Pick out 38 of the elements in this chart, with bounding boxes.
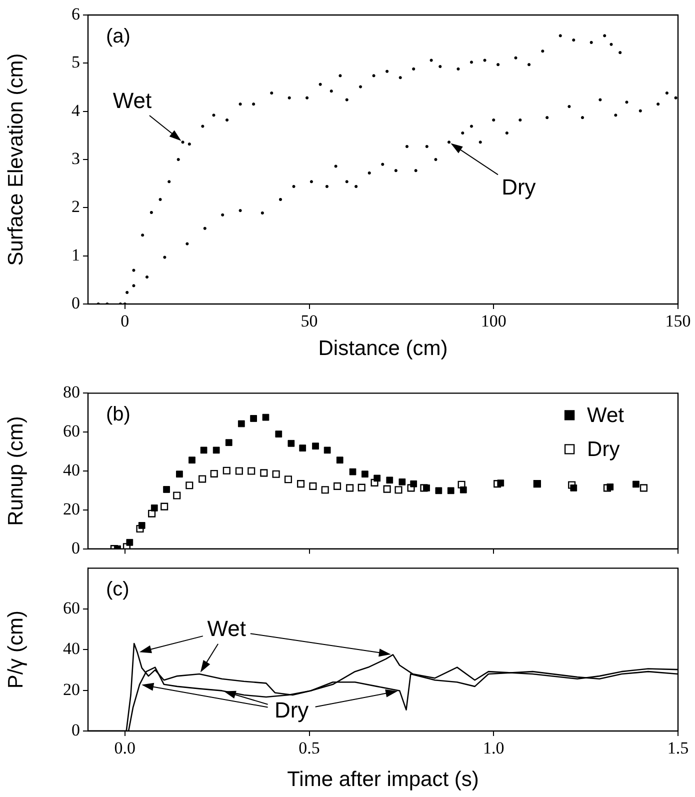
- annotation: (a): [106, 26, 130, 48]
- y-tick-label: 20: [63, 499, 80, 518]
- x-tick-label: 100: [480, 312, 506, 331]
- y-tick-label: 2: [72, 197, 80, 216]
- y-tick-label: 60: [63, 422, 80, 441]
- y-tick-label: 20: [63, 680, 80, 699]
- y-tick-label: 6: [72, 4, 80, 24]
- y-tick-label: 0: [72, 538, 80, 558]
- y-tick-label: 0: [72, 720, 80, 740]
- x-tick-label: 1.0: [483, 738, 504, 758]
- y-tick-label: 40: [63, 639, 80, 658]
- y-axis-title: Runup (cm): [4, 416, 28, 526]
- annotation: Dry: [274, 698, 309, 723]
- y-tick-label: 4: [72, 100, 80, 120]
- y-tick-label: 40: [63, 460, 80, 480]
- x-axis-title: Time after impact (s): [287, 768, 479, 792]
- x-tick-label: 0.0: [114, 738, 136, 758]
- x-tick-label: 0.5: [298, 738, 320, 758]
- y-tick-label: 5: [72, 52, 80, 72]
- annotation: Dry: [502, 174, 536, 200]
- x-tick-label: 150: [665, 312, 691, 331]
- x-tick-label: 1.5: [667, 738, 689, 758]
- y-tick-label: 0: [72, 293, 80, 312]
- annotation: Wet: [207, 616, 246, 642]
- y-axis-title: Surface Elevation (cm): [4, 53, 28, 266]
- x-tick-label: 0: [120, 312, 130, 331]
- annotation: Wet: [112, 88, 152, 113]
- annotation: (c): [106, 578, 130, 601]
- y-tick-label: 1: [72, 245, 80, 264]
- legend-label: Dry: [587, 438, 620, 461]
- y-tick-label: 60: [63, 598, 80, 618]
- y-axis-title: P/γ (cm): [4, 610, 28, 689]
- legend-label: Wet: [587, 404, 624, 427]
- x-tick-label: 50: [300, 312, 318, 331]
- y-tick-label: 80: [63, 382, 80, 402]
- annotation: (b): [106, 404, 130, 426]
- x-axis-title: Distance (cm): [318, 337, 448, 360]
- y-tick-label: 3: [72, 148, 80, 168]
